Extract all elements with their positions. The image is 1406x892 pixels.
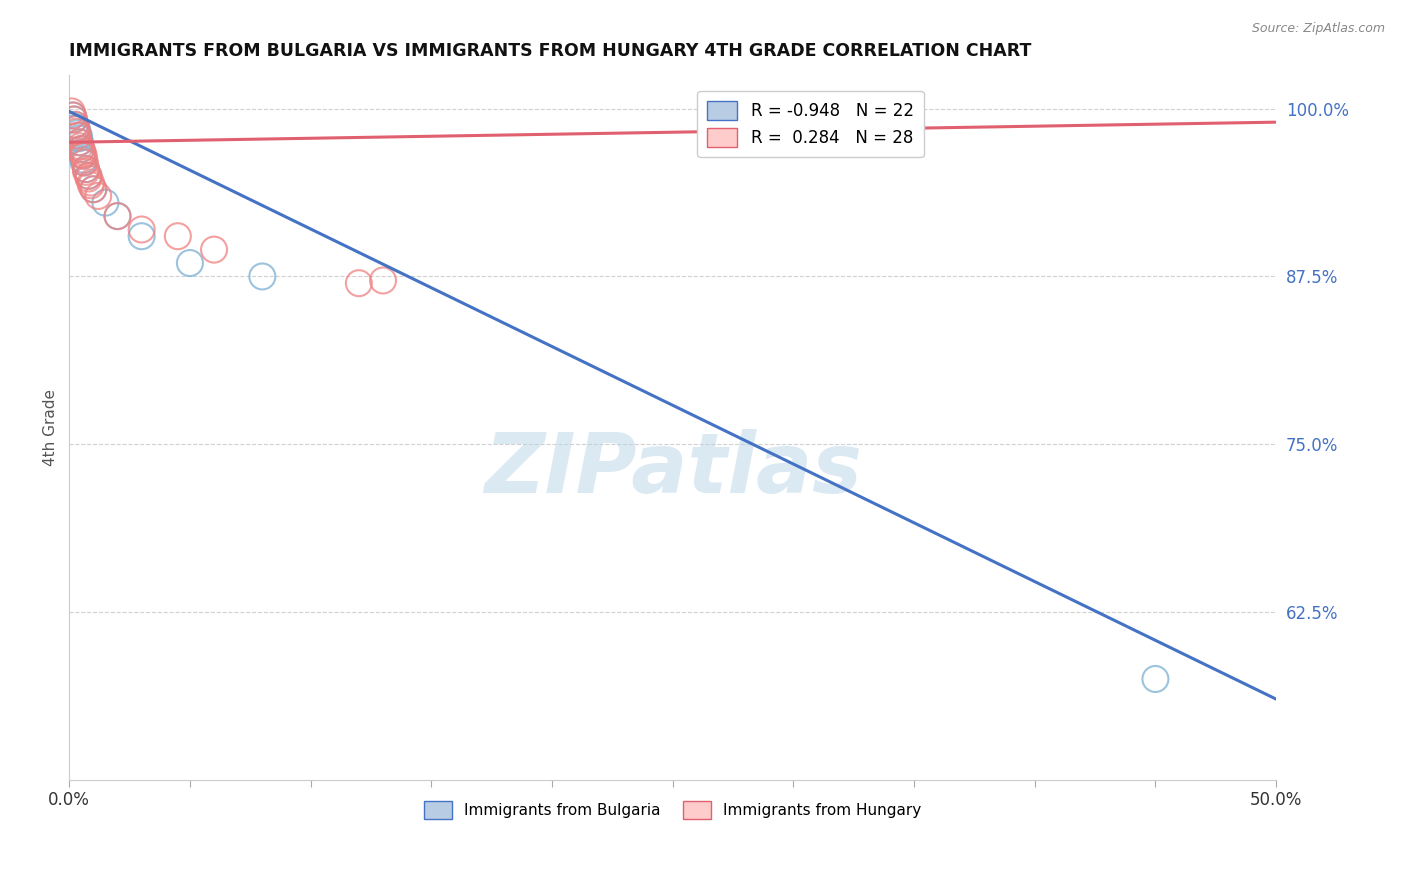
Point [166,229,188,244]
Point [73,155,96,169]
Point [73,155,96,169]
Point [72,145,94,159]
Point [70,142,93,156]
Text: IMMIGRANTS FROM BULGARIA VS IMMIGRANTS FROM HUNGARY 4TH GRADE CORRELATION CHART: IMMIGRANTS FROM BULGARIA VS IMMIGRANTS F… [69,42,1032,60]
Point [82,182,104,196]
Point [66,128,89,143]
Point [107,209,129,223]
Point [179,256,201,270]
Point [60,104,83,119]
Point [63,112,86,127]
Point [65,121,87,136]
Point [70,142,93,156]
Point [65,118,87,132]
Point [202,243,225,257]
Point [77,171,100,186]
Text: ZIPatlas: ZIPatlas [484,429,862,510]
Point [73,149,96,163]
Point [80,178,103,193]
Point [65,118,87,132]
Point [87,189,110,203]
Point [75,165,97,179]
Point [62,108,84,122]
Legend: Immigrants from Bulgaria, Immigrants from Hungary: Immigrants from Bulgaria, Immigrants fro… [418,795,928,825]
Point [69,136,91,150]
Text: Source: ZipAtlas.com: Source: ZipAtlas.com [1251,22,1385,36]
Point [67,136,90,150]
Point [72,149,94,163]
Point [131,229,153,244]
Point [73,153,96,167]
Point [75,162,97,177]
Point [107,209,129,223]
Point [75,162,97,177]
Point [347,276,370,290]
Point [371,273,394,287]
Point [77,169,100,183]
Point [63,112,86,127]
Point [82,182,104,196]
Point [1144,672,1167,686]
Y-axis label: 4th Grade: 4th Grade [44,389,58,466]
Point [80,176,103,190]
Point [69,139,91,153]
Point [252,269,274,284]
Point [66,126,89,140]
Point [72,147,94,161]
Point [65,120,87,135]
Point [65,124,87,138]
Point [67,128,90,143]
Point [94,195,117,210]
Point [67,131,90,145]
Point [65,121,87,136]
Point [62,108,84,122]
Point [77,169,100,183]
Point [131,222,153,236]
